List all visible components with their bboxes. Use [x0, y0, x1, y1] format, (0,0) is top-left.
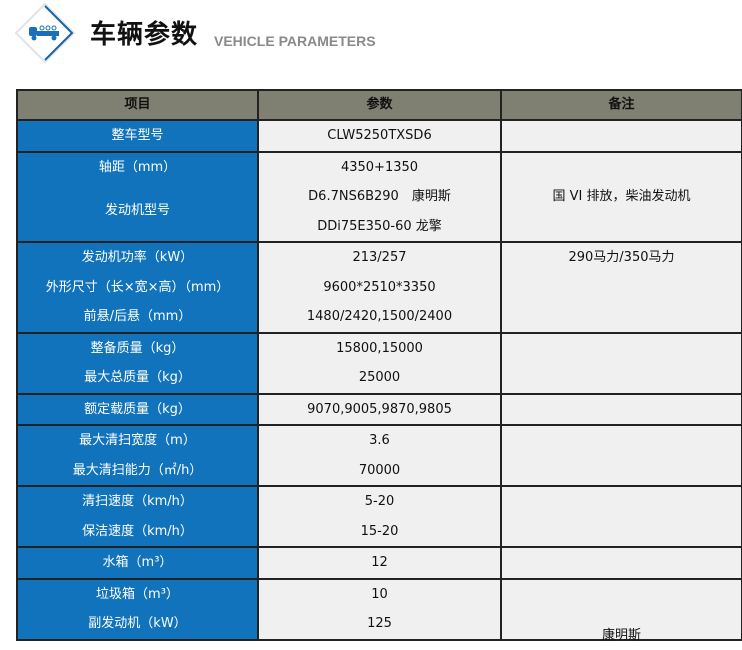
- truck-icon: [14, 2, 76, 64]
- page-title: 车辆参数: [90, 20, 199, 50]
- table-row-group: 轴距（mm） 发动机型号 4350+1350 D6.7NS6B290 康明斯 DDi75…: [18, 152, 742, 243]
- item-cell: 整备质量（kg） 最大总质量（kg）: [18, 333, 259, 393]
- page-subtitle: VEHICLE PARAMETERS: [214, 33, 376, 49]
- item-label: 额定载质量（kg）: [84, 401, 191, 417]
- param-value: D6.7NS6B290 康明斯: [308, 189, 451, 204]
- item-label: 发动机型号: [104, 203, 170, 218]
- item-label: 整备质量（kg）: [90, 340, 185, 356]
- item-cell: 清扫速度（km/h） 保洁速度（km/h）: [18, 487, 259, 546]
- param-value: CLW5250TXSD6: [327, 128, 432, 143]
- item-label: 清扫速度（km/h）: [82, 494, 193, 509]
- param-cell: 12: [259, 548, 502, 578]
- item-cell: 轴距（mm） 发动机型号: [18, 152, 259, 241]
- param-value: 9600*2510*3350: [323, 279, 436, 295]
- table-row-group: 整备质量（kg） 最大总质量（kg） 15800,15000 25000: [18, 333, 742, 395]
- item-cell: 额定载质量（kg）: [18, 394, 259, 424]
- param-value: 3.6: [369, 433, 390, 448]
- table-row-group: 水箱（m³） 12: [18, 548, 742, 580]
- item-label: 前悬/后悬（mm）: [83, 309, 192, 324]
- remark-text: 康明斯: [601, 627, 641, 643]
- param-value: 4350+1350: [340, 159, 419, 175]
- item-cell: 最大清扫宽度（m） 最大清扫能力（㎡/h）: [18, 426, 259, 485]
- table-row-group: 垃圾箱（m³） 副发动机（kW） 10 125 康明斯: [18, 579, 742, 643]
- item-label: 最大清扫宽度（m）: [79, 433, 196, 448]
- column-header-item: 项目: [18, 91, 259, 119]
- item-label: 保洁速度（km/h）: [82, 523, 193, 539]
- item-cell: 发动机功率（kW） 外形尺寸（长×宽×高）（mm） 前悬/后悬（mm）: [18, 243, 259, 332]
- param-value: 12: [371, 555, 388, 570]
- table-header: 项目 参数 备注: [18, 91, 742, 121]
- remark-text: 国 VI 排放，柴油发动机: [552, 189, 691, 204]
- item-label: 轴距（mm）: [98, 159, 177, 175]
- param-value: 15800,15000: [336, 340, 423, 356]
- param-value: 10: [371, 586, 388, 602]
- table-row-group: 额定载质量（kg） 9070,9005,9870,9805: [18, 394, 742, 426]
- param-cell: 213/257 9600*2510*3350 1480/2420,1500/2400: [259, 243, 502, 332]
- column-header-remark: 备注: [502, 91, 742, 119]
- remark-cell: [502, 121, 742, 151]
- param-value: 213/257: [352, 250, 407, 265]
- param-value: 125: [367, 616, 392, 631]
- item-label: 水箱（m³）: [102, 555, 173, 570]
- remark-cell: [502, 333, 742, 393]
- item-cell: 垃圾箱（m³） 副发动机（kW）: [18, 579, 259, 639]
- remark-cell: [502, 487, 742, 546]
- remark-cell: [502, 394, 742, 424]
- item-label: 最大清扫能力（㎡/h）: [72, 462, 203, 478]
- item-label: 整车型号: [111, 128, 164, 143]
- remark-cell: [502, 548, 742, 578]
- param-cell: CLW5250TXSD6: [259, 121, 502, 151]
- item-label: 最大总质量（kg）: [84, 370, 191, 385]
- table-row-group: 整车型号 CLW5250TXSD6: [18, 121, 742, 153]
- param-cell: 3.6 70000: [259, 426, 502, 485]
- param-value: 25000: [358, 370, 401, 385]
- param-value: 1480/2420,1500/2400: [306, 309, 453, 324]
- remark-text: 290马力/350马力: [568, 250, 675, 265]
- remark-cell: [502, 426, 742, 485]
- param-value: 70000: [358, 462, 401, 478]
- item-label: 副发动机（kW）: [88, 616, 187, 631]
- param-cell: 5-20 15-20: [259, 487, 502, 546]
- remark-cell: 290马力/350马力: [502, 243, 742, 332]
- item-label: 发动机功率（kW）: [81, 250, 194, 265]
- table-row-group: 最大清扫宽度（m） 最大清扫能力（㎡/h） 3.6 70000: [18, 426, 742, 487]
- param-cell: 4350+1350 D6.7NS6B290 康明斯 DDi75E350-60 龙擎: [259, 152, 502, 241]
- param-cell: 10 125: [259, 579, 502, 639]
- param-cell: 15800,15000 25000: [259, 333, 502, 393]
- table-row-group: 清扫速度（km/h） 保洁速度（km/h） 5-20 15-20: [18, 487, 742, 548]
- item-cell: 整车型号: [18, 121, 259, 151]
- param-value: DDi75E350-60 龙擎: [317, 218, 442, 234]
- remark-cell: 康明斯: [502, 579, 742, 643]
- item-cell: 水箱（m³）: [18, 548, 259, 578]
- column-header-param: 参数: [259, 91, 502, 119]
- remark-cell: 国 VI 排放，柴油发动机: [502, 152, 742, 241]
- param-cell: 9070,9005,9870,9805: [259, 394, 502, 424]
- param-value: 9070,9005,9870,9805: [307, 401, 452, 417]
- item-label: 外形尺寸（长×宽×高）（mm）: [45, 279, 230, 295]
- table-row-group: 发动机功率（kW） 外形尺寸（长×宽×高）（mm） 前悬/后悬（mm） 213/257…: [18, 243, 742, 334]
- item-label: 垃圾箱（m³）: [96, 586, 179, 602]
- vehicle-parameters-table: 项目 参数 备注 整车型号 CLW5250TXSD6 轴距（mm） 发动机型号 4350…: [16, 89, 742, 643]
- param-value: 5-20: [364, 494, 395, 509]
- param-value: 15-20: [360, 523, 399, 539]
